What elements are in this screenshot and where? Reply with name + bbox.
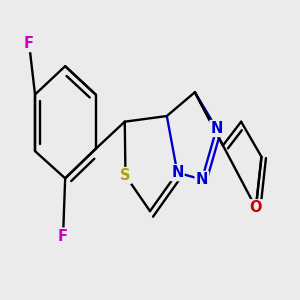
Text: S: S [120, 168, 131, 183]
Text: N: N [171, 165, 184, 180]
Text: O: O [250, 200, 262, 215]
Text: N: N [196, 172, 208, 187]
Text: F: F [24, 36, 34, 51]
Text: F: F [58, 229, 68, 244]
Text: N: N [210, 121, 223, 136]
